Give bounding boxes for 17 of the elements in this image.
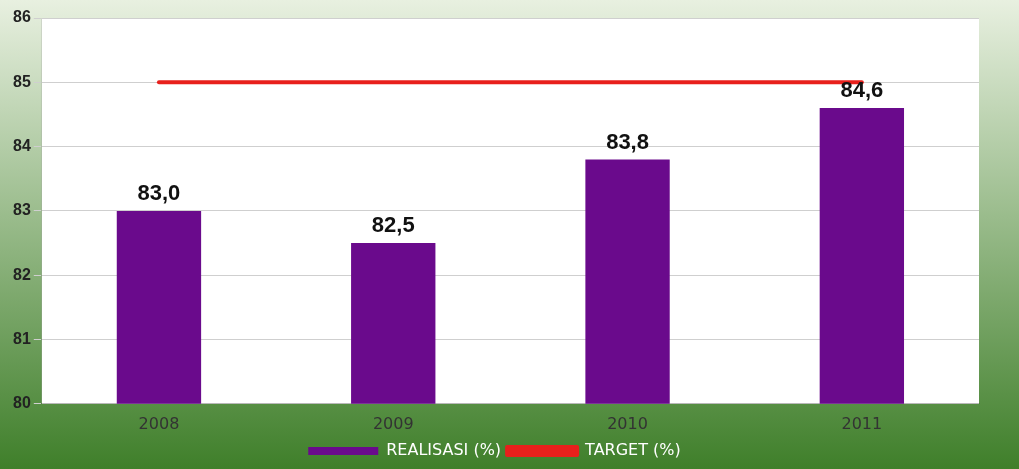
- y-tick-label: 82: [13, 265, 31, 283]
- x-tick-label: 2011: [841, 413, 883, 433]
- y-tick-label: 86: [13, 8, 31, 26]
- legend-label: TARGET (%): [584, 440, 681, 460]
- x-tick-label: 2010: [607, 413, 648, 433]
- y-tick-label: 84: [13, 137, 31, 155]
- data-label: 84,6: [840, 77, 884, 103]
- data-label: 82,5: [371, 212, 415, 238]
- x-tick-label: 2008: [138, 413, 180, 433]
- y-tick-label: 81: [13, 329, 31, 347]
- x-tick-label: 2009: [372, 413, 414, 433]
- y-tick-label: 83: [13, 201, 31, 219]
- y-tick-label: 85: [13, 72, 31, 90]
- data-label: 83,0: [137, 179, 181, 205]
- data-label: 83,8: [606, 128, 649, 154]
- y-tick-label: 80: [13, 394, 31, 412]
- legend-label: REALISASI (%): [386, 440, 502, 460]
